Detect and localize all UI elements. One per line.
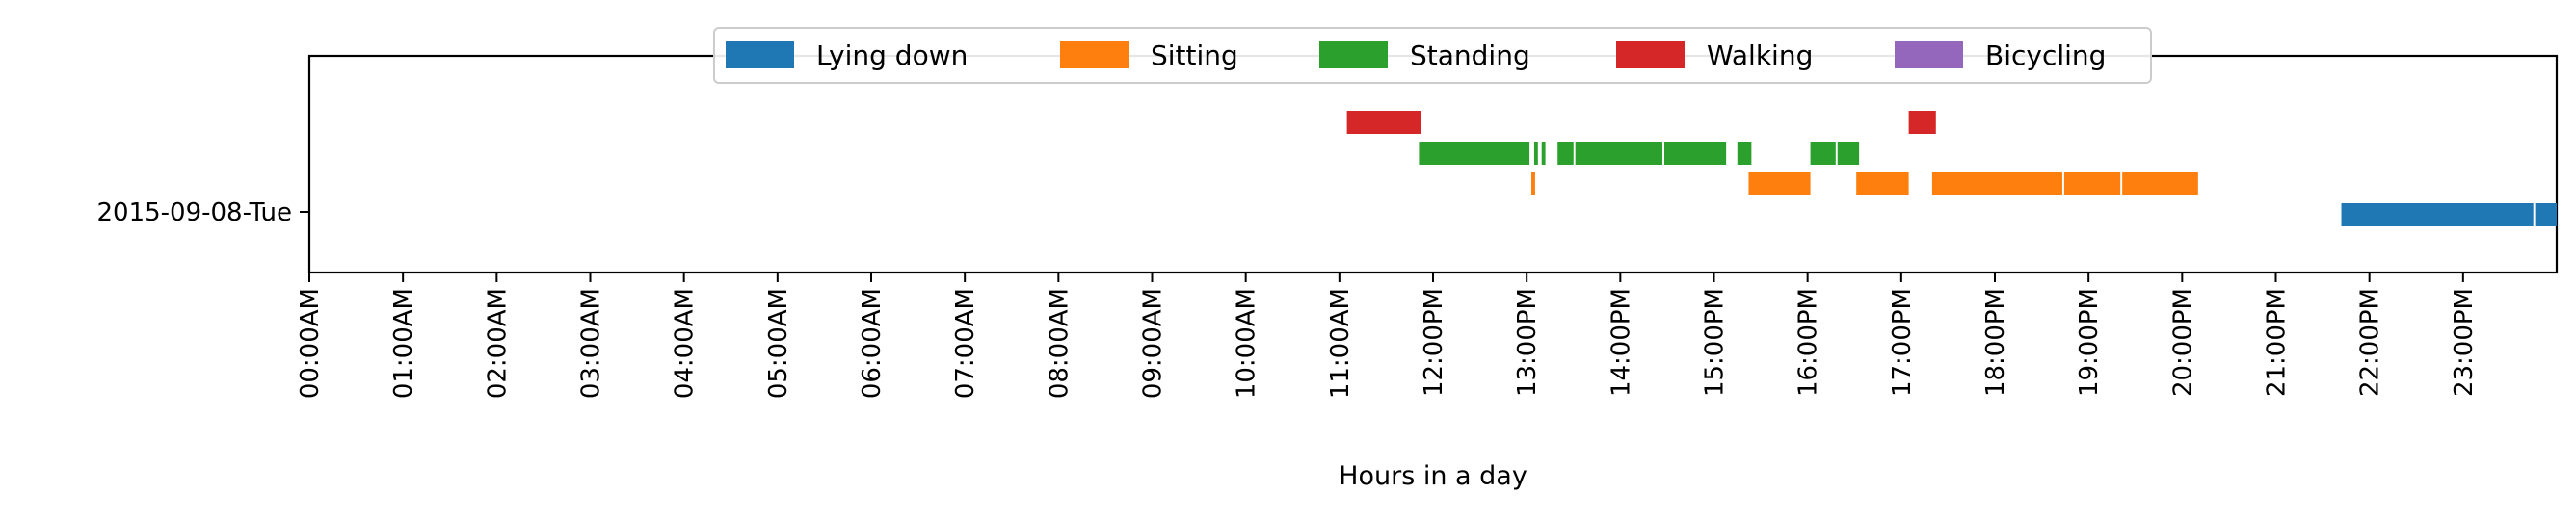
activity-bar-lying-down [2535, 203, 2557, 226]
x-tick-label: 04:00AM [671, 288, 700, 399]
activity-bar-sitting [1856, 172, 1909, 195]
activity-bar-sitting [2063, 172, 2121, 195]
y-tick-label: 2015-09-08-Tue [96, 198, 292, 227]
x-tick-label: 06:00AM [858, 288, 887, 399]
legend-label-standing: Standing [1410, 39, 1530, 71]
activity-bar-standing [1837, 142, 1860, 165]
bars-layer [1346, 111, 2557, 226]
x-tick-label: 00:00AM [296, 288, 325, 399]
activity-bar-sitting [1748, 172, 1811, 195]
x-tick-label: 16:00PM [1794, 288, 1823, 397]
x-axis: 00:00AM 01:00AM 02:00AM 03:00AM 04:00AM 05:00… [296, 273, 2479, 399]
legend-swatch-walking [1616, 41, 1685, 68]
x-tick-label: 12:00PM [1420, 288, 1448, 397]
legend: Lying down Sitting Standing Walking Bicyclin… [713, 27, 2152, 84]
x-tick-label: 22:00PM [2356, 288, 2385, 397]
x-tick-label: 02:00AM [483, 288, 512, 399]
activity-bar-sitting [2122, 172, 2198, 195]
legend-swatch-lying-down [726, 41, 794, 68]
activity-bar-sitting [1531, 172, 1535, 195]
x-tick-label: 01:00AM [389, 288, 418, 399]
activity-bar-standing [1541, 142, 1546, 165]
activity-bar-standing [1419, 142, 1530, 165]
x-tick-label: 23:00PM [2450, 288, 2479, 397]
x-tick-label: 21:00PM [2263, 288, 2292, 397]
legend-swatch-sitting [1060, 41, 1129, 68]
activity-bar-walking [1908, 111, 1936, 134]
x-tick-label: 08:00AM [1045, 288, 1074, 399]
x-tick-label: 18:00PM [1981, 288, 2010, 397]
activity-bar-sitting [1931, 172, 2062, 195]
legend-label-sitting: Sitting [1151, 39, 1238, 71]
legend-label-walking: Walking [1707, 39, 1813, 71]
activity-bar-standing [1557, 142, 1574, 165]
y-axis: 2015-09-08-Tue [96, 198, 309, 227]
activity-bar-standing [1810, 142, 1836, 165]
activity-bar-standing [1664, 142, 1727, 165]
legend-swatch-standing [1319, 41, 1388, 68]
x-tick-label: 09:00AM [1139, 288, 1168, 399]
x-tick-label: 14:00PM [1607, 288, 1635, 397]
x-tick-label: 20:00PM [2168, 288, 2197, 397]
x-tick-label: 11:00AM [1326, 288, 1355, 399]
x-tick-label: 03:00AM [577, 288, 606, 399]
activity-bar-walking [1346, 111, 1421, 134]
x-tick-label: 10:00AM [1233, 288, 1261, 399]
x-tick-label: 17:00PM [1888, 288, 1917, 397]
legend-label-bicycling: Bicycling [1985, 39, 2106, 71]
x-tick-label: 05:00AM [764, 288, 793, 399]
activity-bar-standing [1737, 142, 1752, 165]
activity-bar-lying-down [2341, 203, 2534, 226]
x-tick-label: 15:00PM [1701, 288, 1730, 397]
x-tick-label: 19:00PM [2075, 288, 2104, 397]
activity-bar-standing [1575, 142, 1663, 165]
x-tick-label: 13:00PM [1513, 288, 1542, 397]
legend-label-lying-down: Lying down [816, 39, 968, 71]
legend-swatch-bicycling [1895, 41, 1963, 68]
x-axis-label: Hours in a day [1339, 461, 1527, 491]
x-tick-label: 07:00AM [951, 288, 980, 399]
activity-bar-standing [1533, 142, 1538, 165]
